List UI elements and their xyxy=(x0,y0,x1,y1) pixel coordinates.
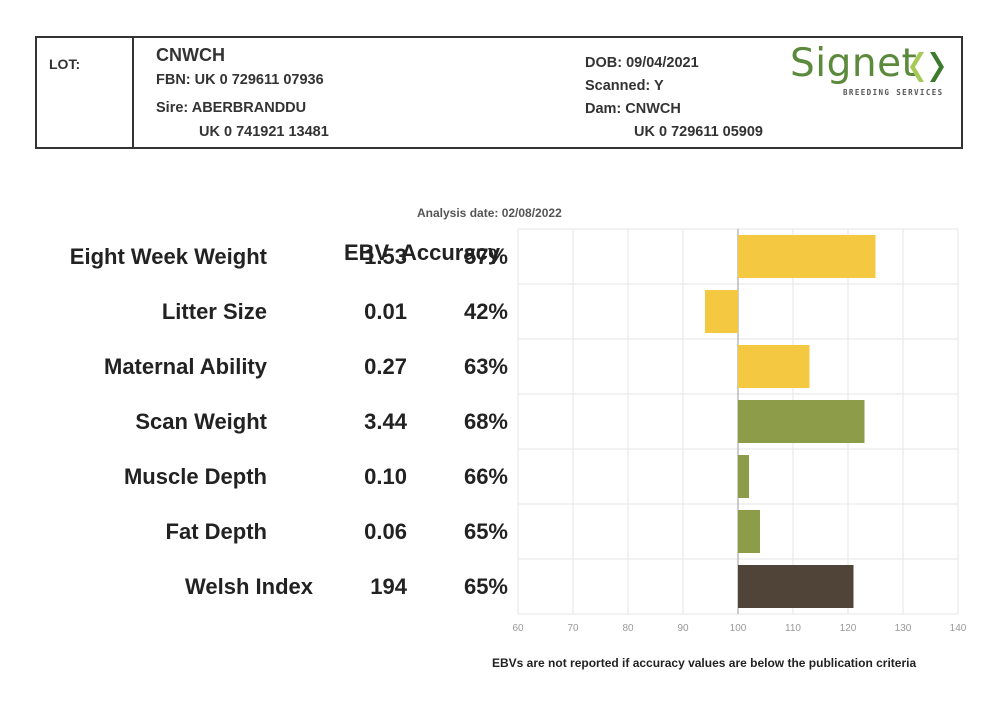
sire-id-text: UK 0 741921 13481 xyxy=(199,124,329,140)
bar-maternal-ability xyxy=(738,345,810,388)
dob-text: DOB: 09/04/2021 xyxy=(585,55,699,71)
x-tick-label: 130 xyxy=(895,623,912,634)
animal-header: LOT: CNWCH FBN: UK 0 729611 07936 Sire: … xyxy=(35,36,963,149)
dam-id-text: UK 0 729611 05909 xyxy=(634,124,763,140)
accuracy-value: 63% xyxy=(463,353,508,379)
dam-text: Dam: CNWCH xyxy=(585,101,681,117)
accuracy-value: 65% xyxy=(463,518,508,544)
trait-label: Eight Week Weight xyxy=(69,243,267,269)
accuracy-value: 65% xyxy=(463,573,508,599)
analysis-date: Analysis date: 02/08/2022 xyxy=(417,206,562,220)
fbn-text: FBN: UK 0 729611 07936 xyxy=(156,72,324,88)
lot-label: LOT: xyxy=(49,56,81,72)
ebv-value: 0.10 xyxy=(364,463,407,489)
ebv-value: 3.44 xyxy=(364,408,407,434)
ebv-value: 0.06 xyxy=(364,518,407,544)
ebv-column-header: EBV xyxy=(344,240,390,265)
bar-scan-weight xyxy=(738,400,865,443)
trait-label: Maternal Ability xyxy=(104,353,267,379)
x-tick-label: 60 xyxy=(512,623,524,634)
accuracy-value: 42% xyxy=(463,298,508,324)
bar-eight-week-weight xyxy=(738,235,876,278)
trait-label: Litter Size xyxy=(161,298,267,324)
ebv-value: 0.27 xyxy=(364,353,407,379)
bar-welsh-index xyxy=(738,565,854,608)
logo-arrows-icon xyxy=(910,52,944,82)
signet-logo: Signet BREEDING SERVICES xyxy=(790,44,950,104)
trait-label: Scan Weight xyxy=(135,408,267,434)
animal-name: CNWCH xyxy=(156,45,225,65)
footnote: EBVs are not reported if accuracy values… xyxy=(492,656,917,670)
x-tick-label: 70 xyxy=(567,623,579,634)
accuracy-value: 68% xyxy=(463,408,508,434)
accuracy-column-header: Accuracy xyxy=(401,240,501,265)
x-tick-label: 80 xyxy=(622,623,634,634)
bar-muscle-depth xyxy=(738,455,749,498)
x-tick-label: 90 xyxy=(677,623,689,634)
accuracy-value: 57% xyxy=(463,243,508,269)
x-tick-label: 120 xyxy=(840,623,857,634)
x-tick-label: 140 xyxy=(950,623,967,634)
logo-wordmark: Signet xyxy=(790,41,918,86)
x-tick-label: 110 xyxy=(785,623,801,634)
bar-fat-depth xyxy=(738,510,760,553)
ebv-value: 194 xyxy=(370,573,407,599)
trait-label: Welsh Index xyxy=(185,573,313,599)
ebv-value: 0.01 xyxy=(364,298,407,324)
bar-litter-size xyxy=(705,290,738,333)
scanned-text: Scanned: Y xyxy=(585,78,664,94)
ebv-value: 1.53 xyxy=(364,243,407,269)
trait-label: Muscle Depth xyxy=(123,463,267,489)
accuracy-value: 66% xyxy=(463,463,508,489)
header-divider xyxy=(132,38,134,147)
trait-label: Fat Depth xyxy=(165,518,267,544)
logo-subtitle: BREEDING SERVICES xyxy=(843,88,944,97)
sire-text: Sire: ABERBRANDDU xyxy=(156,100,307,116)
x-tick-label: 100 xyxy=(730,623,747,634)
